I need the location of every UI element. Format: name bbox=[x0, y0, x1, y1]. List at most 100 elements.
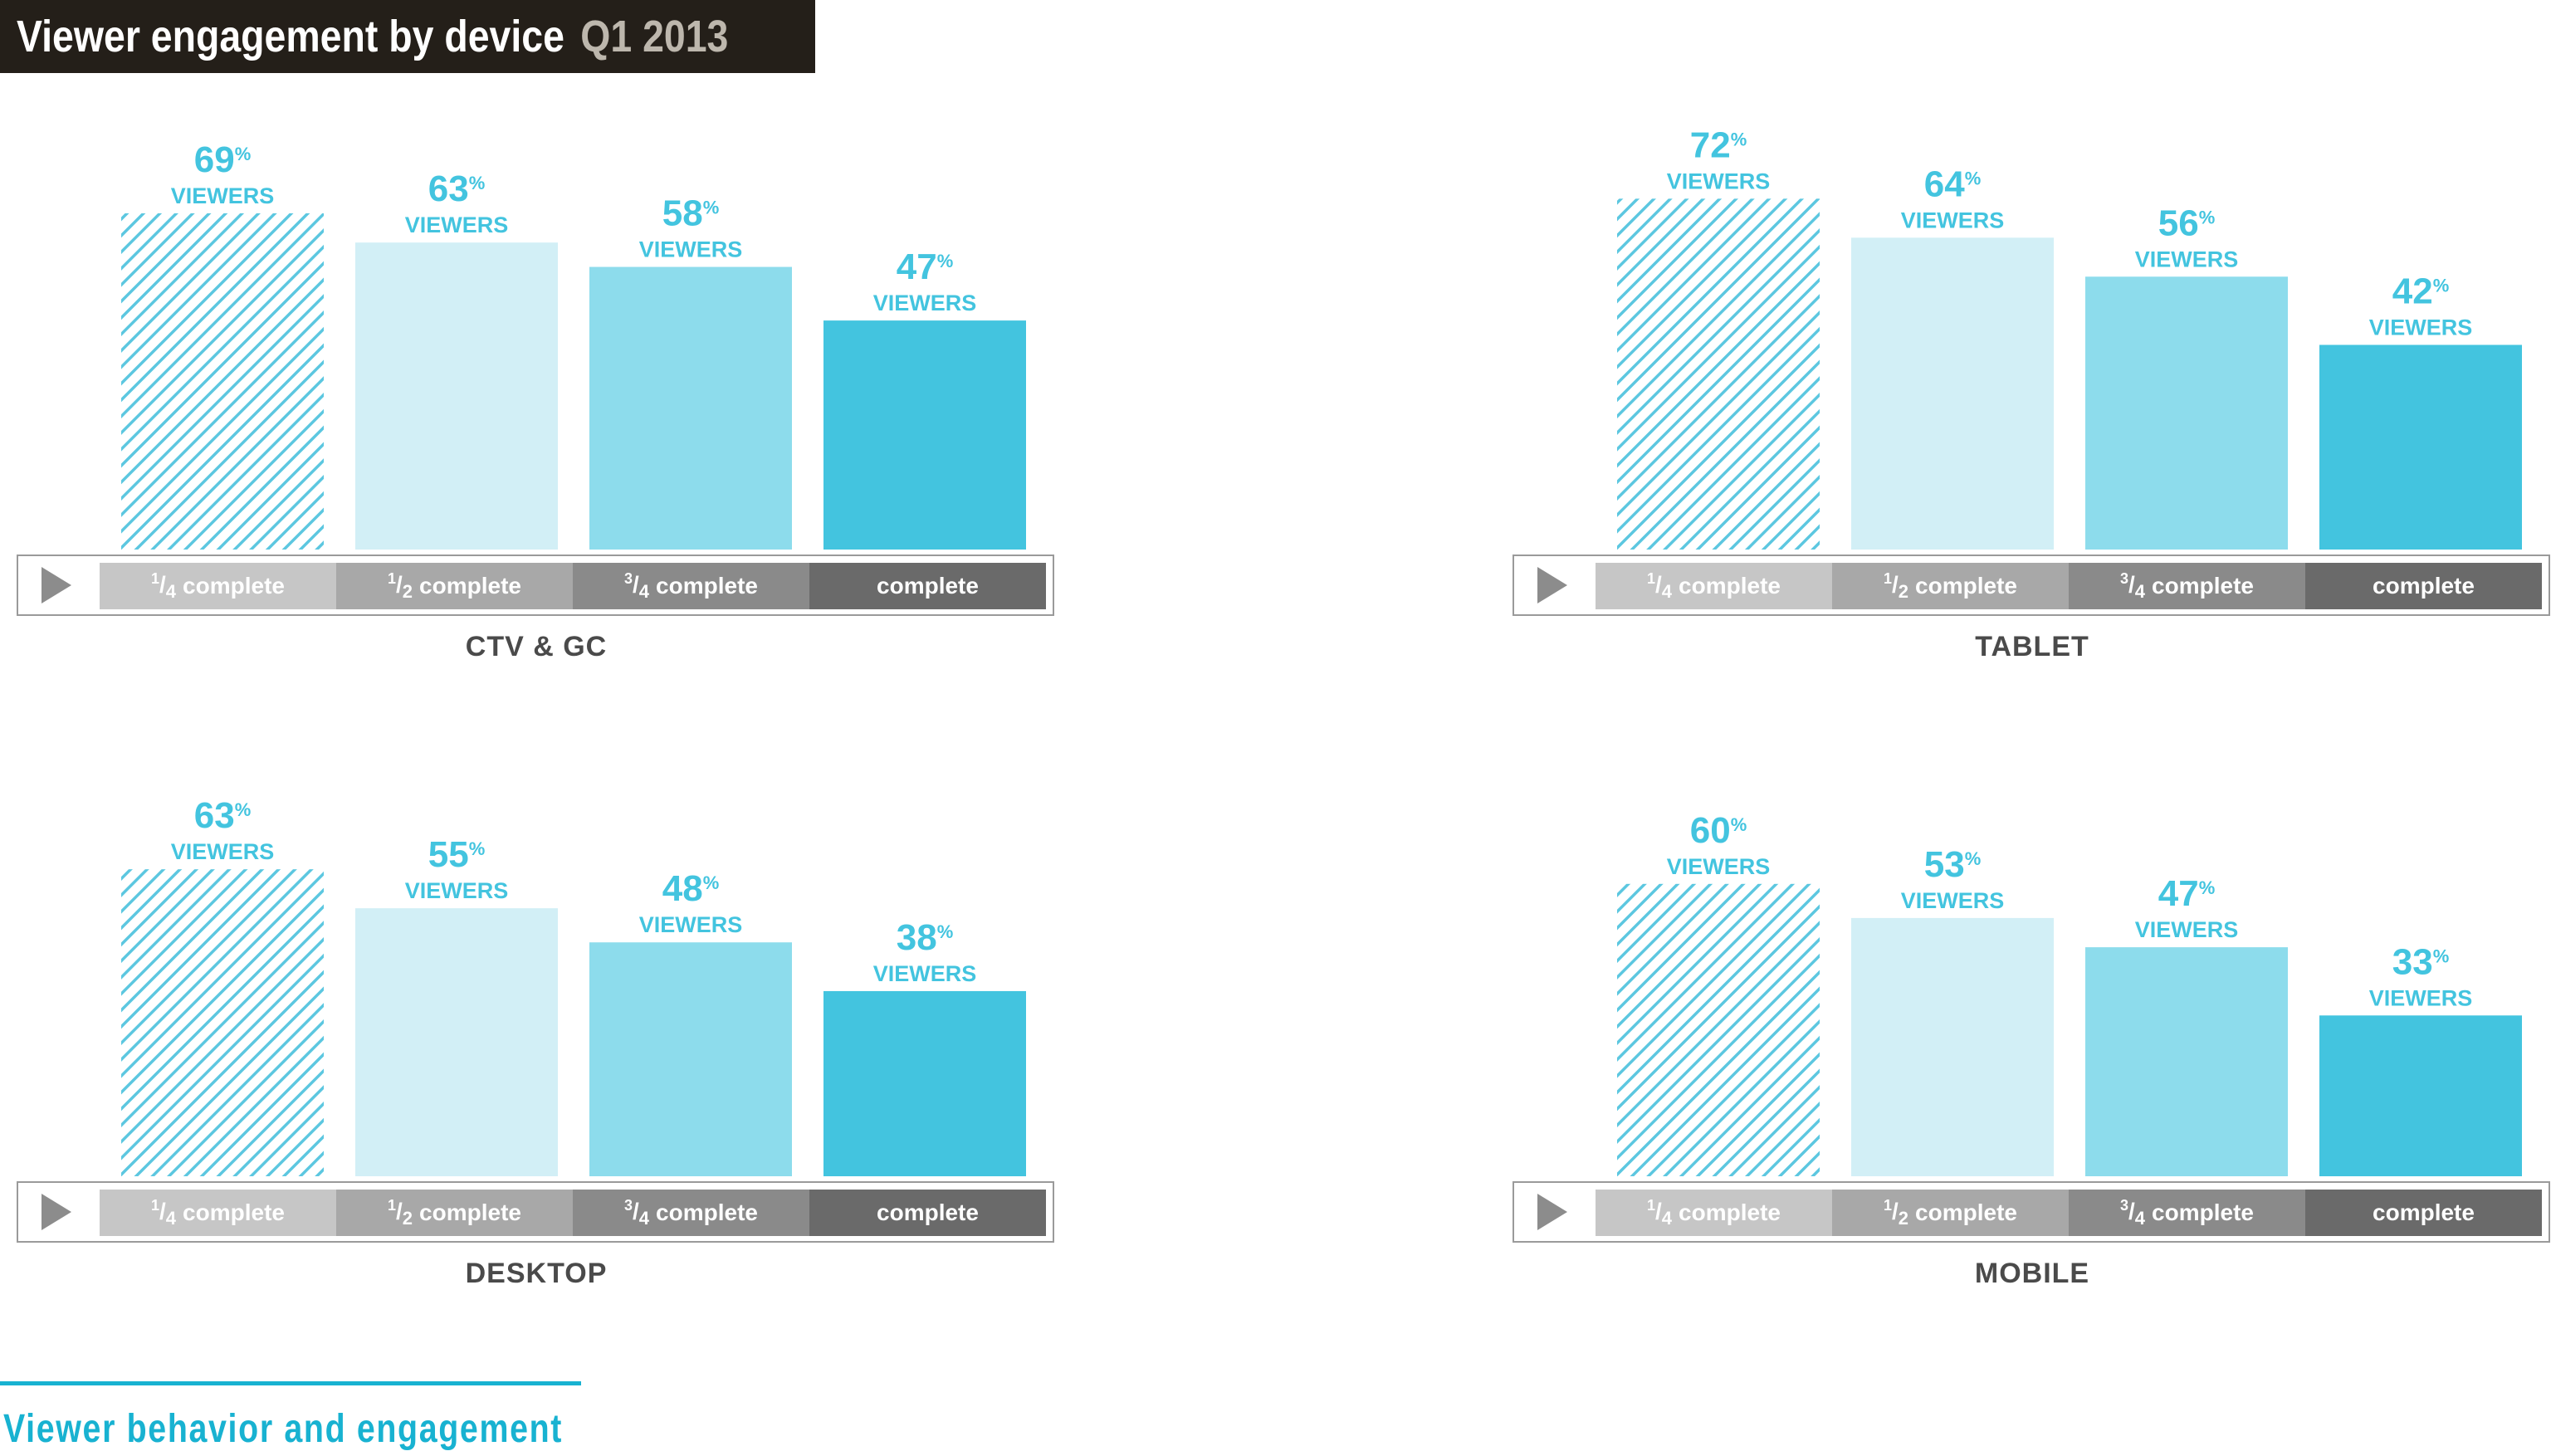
fraction-denominator: 4 bbox=[638, 1207, 650, 1229]
fraction: 1/4 bbox=[1647, 569, 1673, 602]
progress-segment-label: complete bbox=[877, 1199, 979, 1225]
progress-segment-quarter: 1/4 complete bbox=[1596, 563, 1832, 609]
footer-section-title: Viewer behavior and engagement bbox=[3, 1407, 564, 1451]
fraction-numerator: 1 bbox=[1884, 1196, 1893, 1214]
progress-axis: 1/4 complete 1/2 complete 3/4 complete complet… bbox=[1513, 555, 2550, 616]
progress-segment-label: complete bbox=[1679, 573, 1781, 599]
bar-quarter bbox=[121, 213, 324, 550]
bar-caption: VIEWERS bbox=[405, 878, 509, 903]
bar-three-quarter bbox=[589, 266, 792, 550]
bar-value-label: 55% bbox=[428, 834, 486, 875]
play-icon bbox=[42, 1194, 71, 1230]
bar-caption: VIEWERS bbox=[1901, 888, 2005, 913]
progress-segment-label: complete bbox=[183, 573, 285, 599]
progress-segment-complete: complete bbox=[2305, 1190, 2542, 1236]
progress-segment-three-quarter: 3/4 complete bbox=[573, 563, 809, 609]
progress-segment-label: complete bbox=[2152, 1199, 2254, 1225]
fraction-numerator: 1 bbox=[151, 569, 160, 587]
device-label: DESKTOP bbox=[465, 1258, 608, 1289]
progress-segment-label: complete bbox=[2373, 1199, 2475, 1225]
bar-caption: VIEWERS bbox=[171, 183, 275, 208]
bar-three-quarter bbox=[2085, 947, 2288, 1176]
title-bar: Viewer engagement by device Q1 2013 bbox=[0, 0, 815, 73]
chart-title-period: Q1 2013 bbox=[580, 12, 729, 61]
fraction: 3/4 bbox=[2120, 1196, 2146, 1229]
progress-segment-half: 1/2 complete bbox=[1832, 1190, 2069, 1236]
progress-segment-label: complete bbox=[656, 573, 758, 599]
fraction-denominator: 4 bbox=[638, 580, 650, 602]
fraction-numerator: 3 bbox=[2120, 1196, 2129, 1214]
progress-segment-label: complete bbox=[419, 1199, 521, 1225]
progress-segment-label: complete bbox=[1679, 1199, 1781, 1225]
fraction-denominator: 4 bbox=[1661, 580, 1673, 602]
progress-segment-label: complete bbox=[2373, 573, 2475, 599]
progress-axis: 1/4 complete 1/2 complete 3/4 complete complet… bbox=[17, 1181, 1054, 1243]
fraction-denominator: 2 bbox=[402, 580, 413, 602]
bar-caption: VIEWERS bbox=[1901, 208, 2005, 232]
bar-three-quarter bbox=[589, 942, 792, 1176]
bar-chart-svg: 72% VIEWERS 64% VIEWERS 56% VIEWERS 42% VIEWERS bbox=[1617, 125, 2522, 550]
fraction: 1/2 bbox=[388, 569, 413, 602]
fraction-numerator: 3 bbox=[624, 569, 633, 587]
bar-value-label: 56% bbox=[2158, 203, 2216, 243]
fraction: 1/2 bbox=[1884, 1196, 1909, 1229]
progress-segment-complete: complete bbox=[2305, 563, 2542, 609]
fraction-numerator: 1 bbox=[1647, 569, 1656, 587]
bar-half bbox=[1851, 237, 2054, 550]
bar-caption: VIEWERS bbox=[873, 961, 977, 986]
bar-value-label: 60% bbox=[1690, 810, 1747, 851]
play-icon bbox=[1537, 1194, 1567, 1230]
fraction-denominator: 4 bbox=[165, 1207, 177, 1229]
bar-value-label: 63% bbox=[194, 795, 252, 836]
fraction-denominator: 2 bbox=[1898, 580, 1909, 602]
bar-complete bbox=[823, 320, 1026, 550]
progress-axis: 1/4 complete 1/2 complete 3/4 complete complet… bbox=[17, 555, 1054, 616]
progress-segment-complete: complete bbox=[809, 1190, 1046, 1236]
bar-complete bbox=[823, 990, 1026, 1176]
progress-segment-label: complete bbox=[877, 573, 979, 599]
progress-segment-three-quarter: 3/4 complete bbox=[573, 1190, 809, 1236]
bar-quarter bbox=[1617, 198, 1820, 550]
fraction-denominator: 2 bbox=[1898, 1207, 1909, 1229]
bar-value-label: 69% bbox=[194, 139, 252, 180]
fraction-numerator: 1 bbox=[1647, 1196, 1656, 1214]
bar-value-label: 72% bbox=[1690, 125, 1747, 165]
bar-chart-svg: 60% VIEWERS 53% VIEWERS 47% VIEWERS 33% VIEWERS bbox=[1617, 810, 2522, 1176]
fraction: 1/2 bbox=[388, 1196, 413, 1229]
progress-segment-half: 1/2 complete bbox=[336, 1190, 573, 1236]
chart-panel-mobile: 60% VIEWERS 53% VIEWERS 47% VIEWERS 33% VIEWERS… bbox=[1513, 751, 2551, 1332]
bar-value-label: 48% bbox=[662, 868, 720, 909]
bar-half bbox=[355, 242, 558, 550]
bar-value-label: 63% bbox=[428, 169, 486, 209]
progress-segment-label: complete bbox=[2152, 573, 2254, 599]
bar-caption: VIEWERS bbox=[1667, 169, 1771, 193]
chart-panel-desktop: 63% VIEWERS 55% VIEWERS 48% VIEWERS 38% VIEWERS… bbox=[17, 751, 1079, 1332]
fraction-numerator: 1 bbox=[151, 1196, 160, 1214]
device-label: MOBILE bbox=[1974, 1258, 2090, 1289]
fraction-denominator: 2 bbox=[402, 1207, 413, 1229]
progress-segment-label: complete bbox=[1915, 573, 2017, 599]
bar-caption: VIEWERS bbox=[639, 237, 743, 262]
fraction: 3/4 bbox=[2120, 569, 2146, 602]
progress-segment-quarter: 1/4 complete bbox=[1596, 1190, 1832, 1236]
fraction-denominator: 4 bbox=[1661, 1207, 1673, 1229]
bar-caption: VIEWERS bbox=[2369, 315, 2473, 340]
fraction-denominator: 4 bbox=[2134, 580, 2146, 602]
bar-value-label: 53% bbox=[1924, 844, 1982, 885]
play-icon bbox=[42, 567, 71, 603]
fraction-denominator: 4 bbox=[2134, 1207, 2146, 1229]
progress-segment-label: complete bbox=[419, 573, 521, 599]
progress-segment-label: complete bbox=[1915, 1199, 2017, 1225]
fraction-numerator: 3 bbox=[624, 1196, 633, 1214]
fraction: 3/4 bbox=[624, 1196, 650, 1229]
progress-segment-complete: complete bbox=[809, 563, 1046, 609]
bar-value-label: 64% bbox=[1924, 164, 1982, 204]
fraction: 3/4 bbox=[624, 569, 650, 602]
bar-quarter bbox=[121, 869, 324, 1176]
bar-value-label: 47% bbox=[2158, 873, 2216, 914]
device-label: CTV & GC bbox=[465, 631, 608, 662]
bar-value-label: 42% bbox=[2392, 271, 2450, 311]
fraction: 1/4 bbox=[151, 1196, 177, 1229]
chart-panel-tablet: 72% VIEWERS 64% VIEWERS 56% VIEWERS 42% VIEWERS… bbox=[1513, 125, 2551, 706]
fraction-numerator: 1 bbox=[388, 1196, 397, 1214]
